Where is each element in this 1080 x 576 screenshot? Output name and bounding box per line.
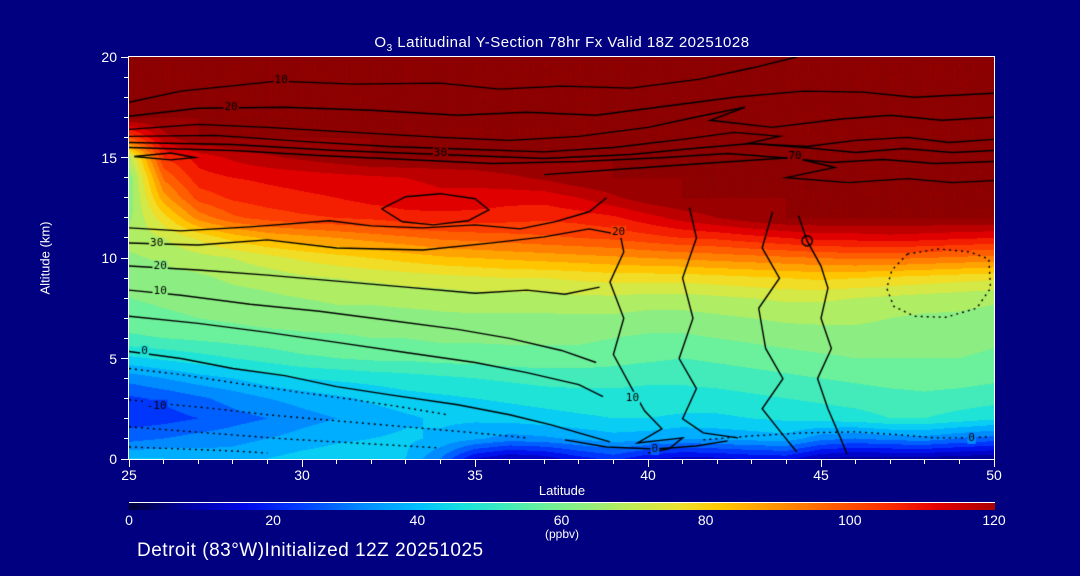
x-tick-label: 45: [813, 467, 829, 483]
y-minor-tick: [124, 438, 128, 440]
plot-title-subscript: 3: [386, 43, 393, 54]
y-tick-label: 20: [101, 49, 117, 65]
x-minor-tick: [232, 460, 234, 464]
x-minor-tick: [612, 460, 614, 464]
y-minor-tick: [124, 116, 128, 118]
plot-title-prefix: O: [374, 34, 387, 51]
colorbar-tick-label: 100: [838, 512, 862, 528]
y-minor-tick: [124, 337, 128, 339]
colorbar-tick-label: 0: [125, 512, 133, 528]
y-minor-tick: [124, 237, 128, 239]
y-minor-tick: [124, 96, 128, 98]
x-minor-tick: [751, 460, 753, 464]
x-minor-tick: [682, 460, 684, 464]
footer-run-info: Detroit (83°W)Initialized 12Z 20251025: [137, 540, 484, 561]
x-axis-title: Latitude: [538, 483, 586, 498]
x-tick-label: 40: [640, 467, 656, 483]
y-minor-tick: [124, 197, 128, 199]
x-minor-tick: [785, 460, 787, 464]
y-minor-tick: [124, 398, 128, 400]
ozone-cross-section-canvas: [129, 57, 994, 459]
x-minor-tick: [543, 460, 545, 464]
x-minor-tick: [370, 460, 372, 464]
x-major-tick: [993, 460, 995, 467]
x-minor-tick: [924, 460, 926, 464]
colorbar-units-label: (ppbv): [544, 527, 579, 541]
x-minor-tick: [716, 460, 718, 464]
y-minor-tick: [124, 277, 128, 279]
y-tick-label: 5: [109, 350, 117, 367]
colorbar-tick-label: 120: [982, 512, 1006, 528]
x-major-tick: [301, 460, 303, 467]
x-minor-tick: [163, 460, 165, 464]
colorbar-tick-label: 60: [553, 512, 570, 528]
x-major-tick: [474, 460, 476, 467]
x-minor-tick: [197, 460, 199, 464]
y-tick-label: 15: [101, 149, 117, 166]
y-minor-tick: [124, 418, 128, 420]
x-minor-tick: [336, 460, 338, 464]
x-minor-tick: [439, 460, 441, 464]
y-major-tick: [121, 56, 128, 58]
colorbar-tick-label: 20: [265, 512, 281, 528]
y-tick-label: 10: [101, 250, 117, 266]
x-minor-tick: [509, 460, 511, 464]
y-minor-tick: [124, 378, 128, 380]
x-minor-tick: [578, 460, 580, 464]
y-tick-label: 0: [109, 451, 117, 467]
y-minor-tick: [124, 177, 128, 179]
x-minor-tick: [889, 460, 891, 464]
plot-frame: [128, 56, 995, 460]
x-minor-tick: [405, 460, 407, 464]
y-major-tick: [121, 157, 128, 158]
x-major-tick: [820, 460, 822, 467]
y-minor-tick: [124, 76, 128, 78]
y-minor-tick: [124, 136, 128, 138]
x-major-tick: [128, 460, 130, 467]
x-minor-tick: [855, 460, 857, 464]
colorbar-tick-label: 40: [409, 512, 426, 528]
colorbar-top-line: [129, 502, 995, 503]
x-tick-label: 30: [294, 467, 310, 483]
y-major-tick: [121, 458, 128, 460]
plot-title: O3 Latitudinal Y-Section 78hr Fx Valid 1…: [0, 34, 1080, 54]
y-minor-tick: [124, 297, 128, 299]
x-minor-tick: [958, 460, 960, 464]
colorbar-tick-label: 80: [697, 512, 714, 528]
y-minor-tick: [124, 217, 128, 219]
x-tick-label: 35: [467, 467, 483, 483]
x-major-tick: [647, 460, 649, 467]
colorbar-canvas: [129, 503, 995, 510]
x-tick-label: 25: [121, 467, 137, 483]
y-major-tick: [121, 358, 128, 359]
y-major-tick: [121, 257, 128, 259]
plot-title-rest: Latitudinal Y-Section 78hr Fx Valid 18Z …: [392, 34, 750, 51]
x-tick-label: 50: [986, 467, 1002, 483]
x-minor-tick: [266, 460, 268, 464]
y-minor-tick: [124, 317, 128, 319]
